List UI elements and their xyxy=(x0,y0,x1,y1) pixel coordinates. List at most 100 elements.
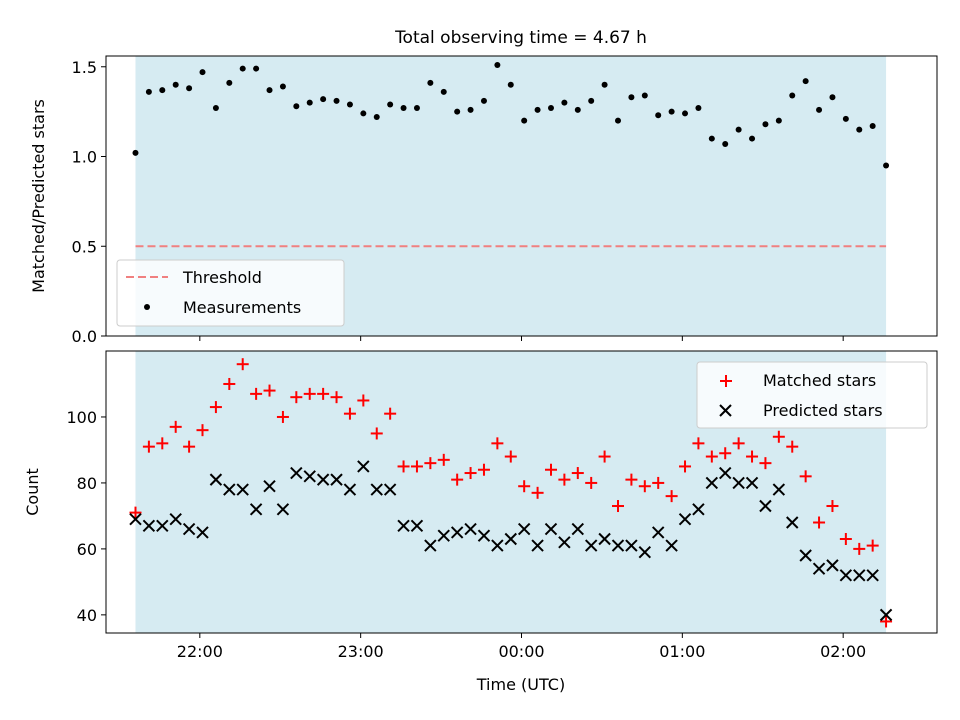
matched-star-point xyxy=(504,450,517,463)
predicted-star-point xyxy=(129,513,142,526)
predicted-star-point xyxy=(343,483,357,496)
matched-star-point xyxy=(558,473,571,486)
matched-star-point xyxy=(343,407,356,420)
predicted-stars-points xyxy=(129,460,893,622)
measurement-point xyxy=(360,110,367,117)
top-panel: Total observing time = 4.67 h 0.0 0.5 1.0 1… xyxy=(29,28,938,346)
measurement-point xyxy=(856,126,863,133)
predicted-star-point xyxy=(249,503,263,516)
matched-star-point xyxy=(880,615,893,628)
measurement-point xyxy=(829,94,836,101)
legend-predicted-label: Predicted stars xyxy=(763,401,883,420)
matched-star-point xyxy=(250,387,263,400)
predicted-star-point xyxy=(638,545,652,559)
top-plot-frame xyxy=(105,55,938,337)
matched-star-point xyxy=(665,490,678,503)
measurement-point xyxy=(615,117,622,124)
bottom-panel: 40 60 80 100 22:00 23:00 00:00 01:00 02:00 Coun… xyxy=(23,350,938,694)
measurement-point xyxy=(534,106,541,113)
top-legend-box xyxy=(116,259,345,327)
bottom-x-axis-ticks: 22:00 23:00 00:00 01:00 02:00 xyxy=(177,633,866,661)
predicted-star-point xyxy=(826,559,839,572)
bottom-ytick-label: 100 xyxy=(66,408,97,427)
predicted-star-point xyxy=(223,483,236,496)
measurement-point xyxy=(682,110,689,117)
predicted-star-point xyxy=(437,529,450,542)
predicted-star-point xyxy=(705,476,719,490)
matched-star-point xyxy=(142,440,155,453)
predicted-star-point xyxy=(142,519,156,533)
bottom-plot-frame xyxy=(105,350,938,634)
predicted-star-point xyxy=(799,549,812,562)
predicted-star-point xyxy=(719,466,732,480)
matched-star-point xyxy=(276,410,289,423)
bottom-x-axis-label: Time (UTC) xyxy=(476,675,565,694)
measurement-point xyxy=(427,79,434,86)
measurement-point xyxy=(708,135,715,142)
matched-star-point xyxy=(598,450,611,463)
measurement-point xyxy=(320,96,327,103)
predicted-star-point xyxy=(558,536,571,549)
measurement-point xyxy=(695,105,702,112)
matched-star-point xyxy=(746,450,759,463)
matched-star-point xyxy=(236,358,249,371)
measurement-point xyxy=(413,105,420,112)
measurement-point xyxy=(628,94,635,101)
matched-star-point xyxy=(585,476,598,489)
predicted-star-point xyxy=(584,539,598,552)
top-panel-title: Total observing time = 4.67 h xyxy=(394,28,647,48)
matched-star-point xyxy=(772,430,785,443)
predicted-star-point xyxy=(745,476,759,490)
predicted-star-point xyxy=(156,519,169,533)
matched-star-point xyxy=(826,500,839,513)
matched-star-point xyxy=(544,463,557,476)
predicted-star-point xyxy=(625,539,638,552)
matched-star-point xyxy=(451,473,464,486)
predicted-star-point xyxy=(182,522,196,536)
legend-matched-label: Matched stars xyxy=(763,371,876,390)
bottom-y-axis-label: Count xyxy=(23,468,42,516)
predicted-star-point xyxy=(678,513,692,526)
predicted-star-point xyxy=(263,480,276,493)
predicted-star-point xyxy=(410,519,424,533)
matched-star-point xyxy=(370,427,383,440)
predicted-star-point xyxy=(276,503,290,516)
matched-star-point xyxy=(209,401,222,414)
predicted-star-point xyxy=(544,522,558,536)
predicted-star-point xyxy=(357,460,370,473)
matched-star-point xyxy=(263,384,276,397)
predicted-star-point xyxy=(330,473,343,486)
matched-star-point xyxy=(866,539,879,552)
measurement-point xyxy=(749,135,756,142)
predicted-star-point xyxy=(598,532,611,546)
predicted-star-point xyxy=(169,513,182,526)
top-legend: Threshold Measurements xyxy=(116,259,345,327)
legend-measurements-swatch xyxy=(144,304,150,310)
matched-star-point xyxy=(652,476,665,489)
legend-threshold-label: Threshold xyxy=(182,268,262,287)
predicted-star-point xyxy=(517,522,531,536)
bottom-xtick-label: 23:00 xyxy=(338,642,384,661)
legend-measurements-label: Measurements xyxy=(183,298,301,317)
matched-stars-points xyxy=(129,358,893,628)
predicted-star-point xyxy=(424,539,437,552)
matched-star-point xyxy=(759,457,772,470)
matched-star-point xyxy=(464,467,477,480)
matched-star-point xyxy=(357,394,370,407)
predicted-star-point xyxy=(786,516,799,529)
matched-star-point xyxy=(491,437,504,450)
measurement-point xyxy=(454,108,461,115)
measurement-point xyxy=(212,105,219,112)
matched-star-point xyxy=(156,437,169,450)
matched-star-point xyxy=(692,437,705,450)
measurement-point xyxy=(306,99,313,106)
matched-star-point xyxy=(719,447,732,460)
predicted-star-point xyxy=(209,473,223,486)
matched-star-point xyxy=(183,440,196,453)
matched-star-point xyxy=(612,500,625,513)
top-ytick-label: 0.0 xyxy=(72,327,97,346)
predicted-star-point xyxy=(491,539,504,552)
bottom-legend-box xyxy=(696,361,928,429)
predicted-star-point xyxy=(839,569,853,582)
